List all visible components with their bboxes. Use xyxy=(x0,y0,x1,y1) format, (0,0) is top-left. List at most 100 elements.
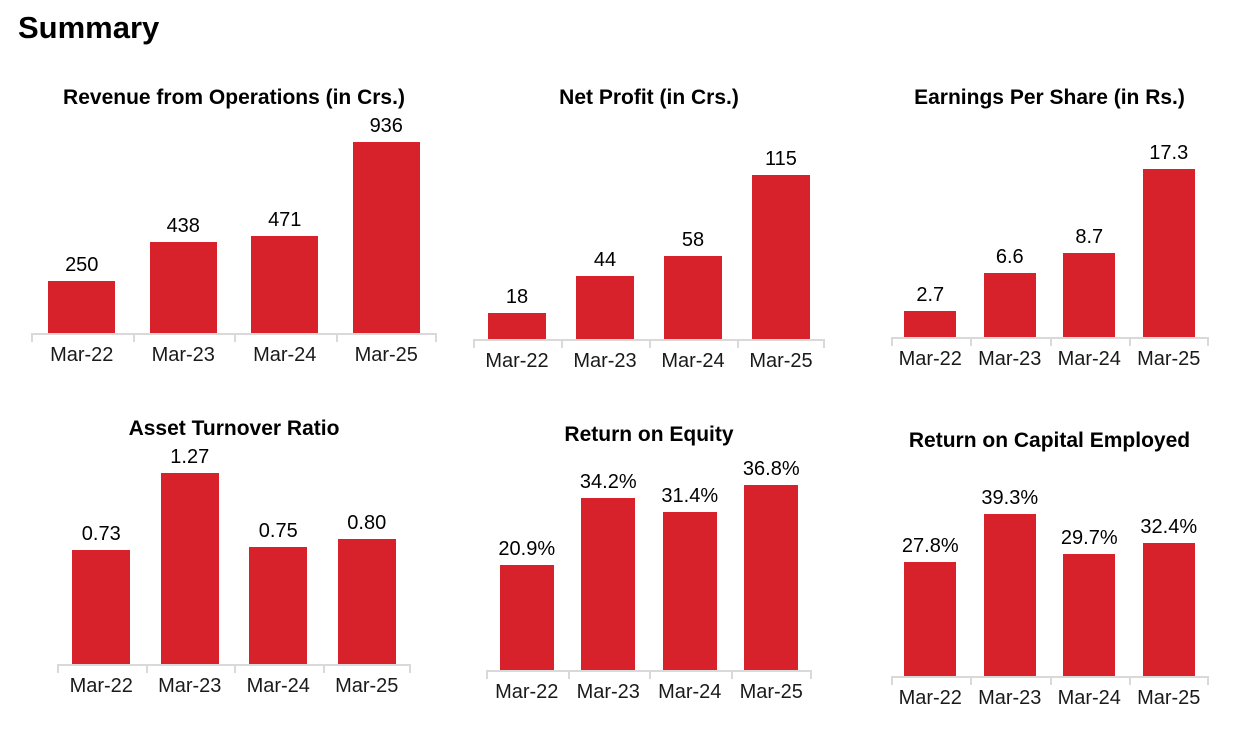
axis-tick xyxy=(234,666,236,673)
bars-region: 0.73 1.27 0.75 0.80 xyxy=(57,447,411,664)
axis-tick xyxy=(823,341,825,348)
chart-revenue-from-operations: Revenue from Operations (in Crs.) 250 438… xyxy=(18,86,450,373)
bar-value-label: 6.6 xyxy=(995,246,1024,269)
plot-area: 27.8% 39.3% 29.7% 32.4% Mar-22 Mar-23 Mar-24 M… xyxy=(890,459,1209,710)
bar xyxy=(751,174,811,339)
bar-column: 0.80 xyxy=(323,447,412,664)
bar-column: 29.7% xyxy=(1050,459,1130,676)
bar xyxy=(983,514,1036,676)
bar-value-label: 29.7% xyxy=(1060,526,1118,549)
bar-value-label: 34.2% xyxy=(579,471,637,494)
axis-tick xyxy=(561,341,563,348)
axis-tick xyxy=(322,666,325,673)
bar-value-label: 250 xyxy=(65,254,99,277)
x-tick-label: Mar-24 xyxy=(246,675,310,697)
x-tick-label: Mar-25 xyxy=(739,681,803,703)
bar-value-label: 18 xyxy=(505,286,529,309)
bar-column: 6.6 xyxy=(970,120,1050,337)
bars-region: 27.8% 39.3% 29.7% 32.4% xyxy=(891,459,1209,676)
x-axis-line xyxy=(890,337,1209,346)
x-axis-labels: Mar-22 Mar-23 Mar-24 Mar-25 xyxy=(486,681,812,704)
bar-column: 115 xyxy=(737,122,825,339)
axis-tick xyxy=(234,335,236,342)
bar-column: 0.75 xyxy=(234,447,323,664)
bar xyxy=(904,310,957,337)
bar xyxy=(1063,252,1116,337)
bar xyxy=(1142,169,1195,337)
bar-value-label: 36.8% xyxy=(742,458,800,481)
x-axis-line xyxy=(890,676,1209,685)
bar-value-label: 8.7 xyxy=(1075,225,1104,248)
axis-tick xyxy=(970,678,972,685)
chart-earnings-per-share: Earnings Per Share (in Rs.) 2.7 6.6 8.7 17.… xyxy=(848,86,1251,373)
bar-value-label: 1.27 xyxy=(170,446,210,468)
bar-value-label: 20.9% xyxy=(498,538,556,561)
bar-value-label: 936 xyxy=(369,115,403,137)
chart-title: Net Profit (in Crs.) xyxy=(559,86,739,109)
bar-value-label: 17.3 xyxy=(1149,142,1189,165)
bar-column: 27.8% xyxy=(891,459,971,676)
axis-tick xyxy=(890,339,893,346)
x-axis-line xyxy=(486,670,812,679)
bar xyxy=(662,512,717,670)
bar-value-label: 44 xyxy=(593,249,617,272)
bar-value-label: 27.8% xyxy=(901,534,959,557)
x-tick-label: Mar-23 xyxy=(978,348,1042,370)
bar xyxy=(160,473,219,664)
axis-tick xyxy=(730,672,733,679)
x-axis-line xyxy=(473,339,825,348)
bar-value-label: 39.3% xyxy=(981,487,1039,510)
bar-value-label: 438 xyxy=(166,215,200,238)
x-tick-label: Mar-24 xyxy=(661,350,725,372)
x-axis-line xyxy=(57,664,411,673)
axis-tick xyxy=(737,341,739,348)
bar-column: 8.7 xyxy=(1050,120,1130,337)
axis-tick xyxy=(473,341,475,348)
bar-value-label: 115 xyxy=(765,147,797,170)
bar-value-label: 0.80 xyxy=(347,512,387,535)
bar xyxy=(249,546,308,664)
x-tick-label: Mar-24 xyxy=(1057,348,1121,370)
axis-tick xyxy=(335,335,338,342)
axis-tick xyxy=(145,666,148,673)
axis-tick xyxy=(31,335,33,342)
bar-column: 44 xyxy=(561,122,649,339)
bar-column: 31.4% xyxy=(649,453,731,670)
bars-region: 20.9% 34.2% 31.4% 36.8% xyxy=(486,453,812,670)
bar xyxy=(581,498,636,670)
axis-tick xyxy=(1129,339,1131,346)
x-tick-label: Mar-24 xyxy=(658,681,722,703)
axis-tick xyxy=(1206,678,1209,685)
x-tick-label: Mar-25 xyxy=(335,675,399,697)
axis-tick xyxy=(409,666,411,673)
bars-region: 2.7 6.6 8.7 17.3 xyxy=(891,120,1209,337)
axis-tick xyxy=(810,672,812,679)
x-tick-label: Mar-23 xyxy=(576,681,640,703)
chart-title: Earnings Per Share (in Rs.) xyxy=(914,86,1185,109)
axis-tick xyxy=(890,678,893,685)
bar-value-label: 0.75 xyxy=(258,519,298,542)
x-tick-label: Mar-22 xyxy=(485,350,549,372)
plot-area: 250 438 471 936 Mar-22 Mar-23 Mar-24 Mar-25 xyxy=(31,116,437,367)
bar xyxy=(575,276,635,339)
plot-area: 0.73 1.27 0.75 0.80 Mar-22 Mar-23 Mar-24 Mar-2… xyxy=(57,447,411,698)
axis-tick xyxy=(567,672,570,679)
page-title: Summary xyxy=(18,10,160,45)
bar xyxy=(904,561,957,676)
bar-value-label: 32.4% xyxy=(1140,515,1198,538)
chart-title: Asset Turnover Ratio xyxy=(128,417,340,440)
x-axis-labels: Mar-22 Mar-23 Mar-24 Mar-25 xyxy=(57,675,411,698)
x-tick-label: Mar-23 xyxy=(151,344,215,366)
chart-return-on-capital-employed: Return on Capital Employed 27.8% 39.3% 29.… xyxy=(848,429,1251,710)
bar-column: 18 xyxy=(473,122,561,339)
axis-tick xyxy=(649,672,651,679)
x-tick-label: Mar-22 xyxy=(898,687,962,709)
x-tick-label: Mar-25 xyxy=(1137,687,1201,709)
bar-column: 34.2% xyxy=(568,453,650,670)
axis-tick xyxy=(1206,339,1209,346)
chart-title: Revenue from Operations (in Crs.) xyxy=(63,86,405,109)
x-tick-label: Mar-22 xyxy=(69,675,133,697)
bar-column: 936 xyxy=(336,116,438,333)
bar-column: 36.8% xyxy=(731,453,813,670)
axis-tick xyxy=(649,341,651,348)
